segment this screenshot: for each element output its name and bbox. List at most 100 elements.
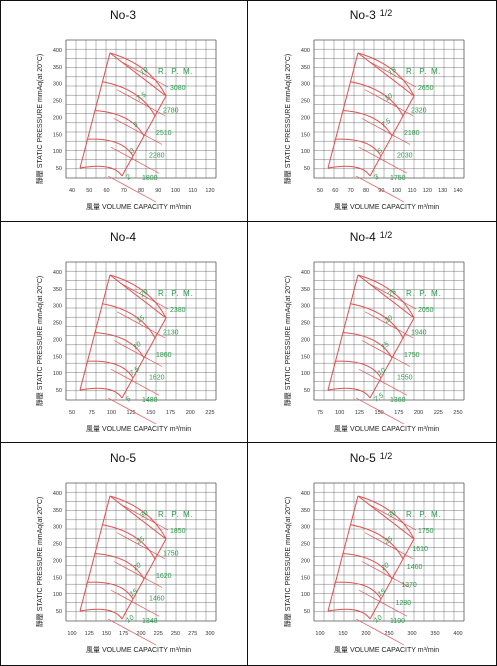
rpm-value: 2510 bbox=[156, 130, 172, 137]
kw-label: 7.5 bbox=[373, 392, 385, 403]
rpm-curve bbox=[350, 524, 404, 560]
x-tick-label: 100 bbox=[107, 410, 116, 416]
rpm-curve bbox=[94, 110, 145, 137]
row-divider-1 bbox=[0, 221, 497, 222]
chart-panel-no3: No-3 50 100 150 200 250 300 350 400 40 50 60 70 80 90 1… bbox=[0, 0, 247, 220]
x-tick-label: 175 bbox=[394, 410, 403, 416]
rpm-curve bbox=[327, 608, 371, 620]
x-tick-label: 200 bbox=[186, 410, 195, 416]
rpm-curve bbox=[87, 138, 134, 157]
x-tick-label: 120 bbox=[205, 188, 214, 194]
kw-line bbox=[361, 118, 411, 145]
kw-line bbox=[119, 503, 169, 531]
chart-title: No-5 1/2 bbox=[350, 451, 393, 465]
rpm-header: R. P. M. bbox=[158, 67, 194, 76]
x-tick-label: 200 bbox=[361, 631, 370, 637]
rpm-curve bbox=[87, 360, 134, 379]
kw-label: 15 bbox=[380, 341, 390, 351]
x-tick-label: 60 bbox=[332, 188, 338, 194]
x-tick-label: 100 bbox=[392, 188, 401, 194]
x-tick-label: 70 bbox=[121, 188, 127, 194]
kw-label: 7.5 bbox=[129, 366, 141, 377]
x-tick-label: 100 bbox=[171, 188, 180, 194]
x-tick-label: 125 bbox=[127, 410, 136, 416]
chart-title: No-3 bbox=[110, 8, 136, 22]
chart-title-fraction: 1/2 bbox=[380, 8, 393, 18]
y-tick-label: 300 bbox=[301, 82, 310, 88]
rpm-curve bbox=[335, 581, 382, 600]
chart-panel-no3h: No-3 1/2 50 100 150 200 250 300 350 400 50 60 70 80 90… bbox=[248, 0, 495, 220]
kw-line bbox=[367, 282, 417, 310]
kw-label: 2 bbox=[124, 174, 132, 183]
x-tick-label: 250 bbox=[171, 631, 180, 637]
kw-line bbox=[358, 146, 408, 174]
y-tick-label: 300 bbox=[301, 525, 310, 531]
chart-no4h: No-4 1/2 50 100 150 200 250 300 350 400 75 100 125 15… bbox=[283, 230, 465, 433]
kw-label: 10 bbox=[384, 93, 394, 103]
y-tick-label: 200 bbox=[301, 558, 310, 564]
x-tick-label: 140 bbox=[453, 188, 462, 194]
y-axis-label: 靜壓 STATIC PRESSURE mmAq(at 20°C) bbox=[35, 54, 44, 185]
rpm-value: 1620 bbox=[156, 573, 172, 580]
x-tick-label: 200 bbox=[414, 410, 423, 416]
x-tick-label: 225 bbox=[205, 410, 214, 416]
kw-line bbox=[361, 340, 411, 367]
kw-line bbox=[355, 397, 405, 425]
x-tick-label: 275 bbox=[188, 631, 197, 637]
kw-label: 30 bbox=[139, 509, 149, 519]
y-tick-label: 50 bbox=[56, 166, 62, 172]
rpm-value: 1860 bbox=[156, 352, 172, 359]
y-tick-label: 350 bbox=[301, 65, 310, 71]
x-tick-label: 225 bbox=[154, 631, 163, 637]
y-tick-label: 100 bbox=[53, 149, 62, 155]
x-tick-label: 50 bbox=[86, 188, 92, 194]
chart-title-fraction: 1/2 bbox=[380, 451, 393, 461]
x-tick-label: 60 bbox=[103, 188, 109, 194]
rpm-value: 1750 bbox=[418, 528, 434, 535]
kw-label: 15 bbox=[136, 315, 146, 325]
rpm-curve bbox=[327, 387, 371, 399]
x-tick-label: 350 bbox=[430, 631, 439, 637]
kw-label: 20 bbox=[383, 315, 394, 326]
x-tick-label: 110 bbox=[188, 188, 197, 194]
x-tick-label: 70 bbox=[348, 188, 354, 194]
y-tick-label: 150 bbox=[301, 354, 310, 360]
rpm-curve bbox=[342, 553, 393, 580]
y-tick-label: 150 bbox=[53, 354, 62, 360]
y-tick-label: 250 bbox=[53, 542, 62, 548]
y-axis-label: 靜壓 STATIC PRESSURE mmAq(at 20°C) bbox=[283, 276, 292, 407]
kw-label: 10 bbox=[377, 367, 387, 377]
rpm-value: 1460 bbox=[407, 564, 423, 571]
x-tick-label: 50 bbox=[317, 188, 323, 194]
chart-no5h: No-5 1/2 50 100 150 200 250 300 350 400 100 150 200 2… bbox=[283, 451, 465, 654]
kw-line bbox=[107, 175, 157, 203]
x-tick-label: 125 bbox=[355, 410, 364, 416]
y-tick-label: 300 bbox=[53, 82, 62, 88]
y-tick-label: 50 bbox=[304, 166, 310, 172]
kw-line bbox=[119, 282, 169, 310]
x-tick-label: 110 bbox=[408, 188, 417, 194]
x-tick-label: 130 bbox=[438, 188, 447, 194]
x-tick-label: 300 bbox=[205, 631, 214, 637]
kw-line bbox=[355, 175, 405, 203]
y-tick-label: 150 bbox=[53, 132, 62, 138]
rpm-value: 2780 bbox=[163, 108, 179, 115]
y-tick-label: 250 bbox=[301, 99, 310, 105]
rpm-value: 3080 bbox=[170, 85, 186, 92]
kw-label: 20 bbox=[131, 562, 142, 573]
x-tick-label: 150 bbox=[102, 631, 111, 637]
y-tick-label: 350 bbox=[53, 287, 62, 293]
kw-label: 3 bbox=[129, 147, 136, 155]
rpm-curve bbox=[109, 52, 167, 97]
rpm-curve bbox=[327, 165, 371, 177]
rpm-value: 2130 bbox=[163, 330, 179, 337]
rpm-header: R. P. M. bbox=[406, 510, 442, 519]
y-tick-label: 100 bbox=[301, 149, 310, 155]
y-axis-label: 靜壓 STATIC PRESSURE mmAq(at 20°C) bbox=[35, 497, 44, 628]
kw-label: 10 bbox=[373, 614, 383, 624]
kw-line bbox=[364, 311, 414, 339]
rpm-curve bbox=[335, 138, 382, 157]
rpm-value: 1750 bbox=[404, 352, 420, 359]
column-divider bbox=[247, 0, 248, 666]
